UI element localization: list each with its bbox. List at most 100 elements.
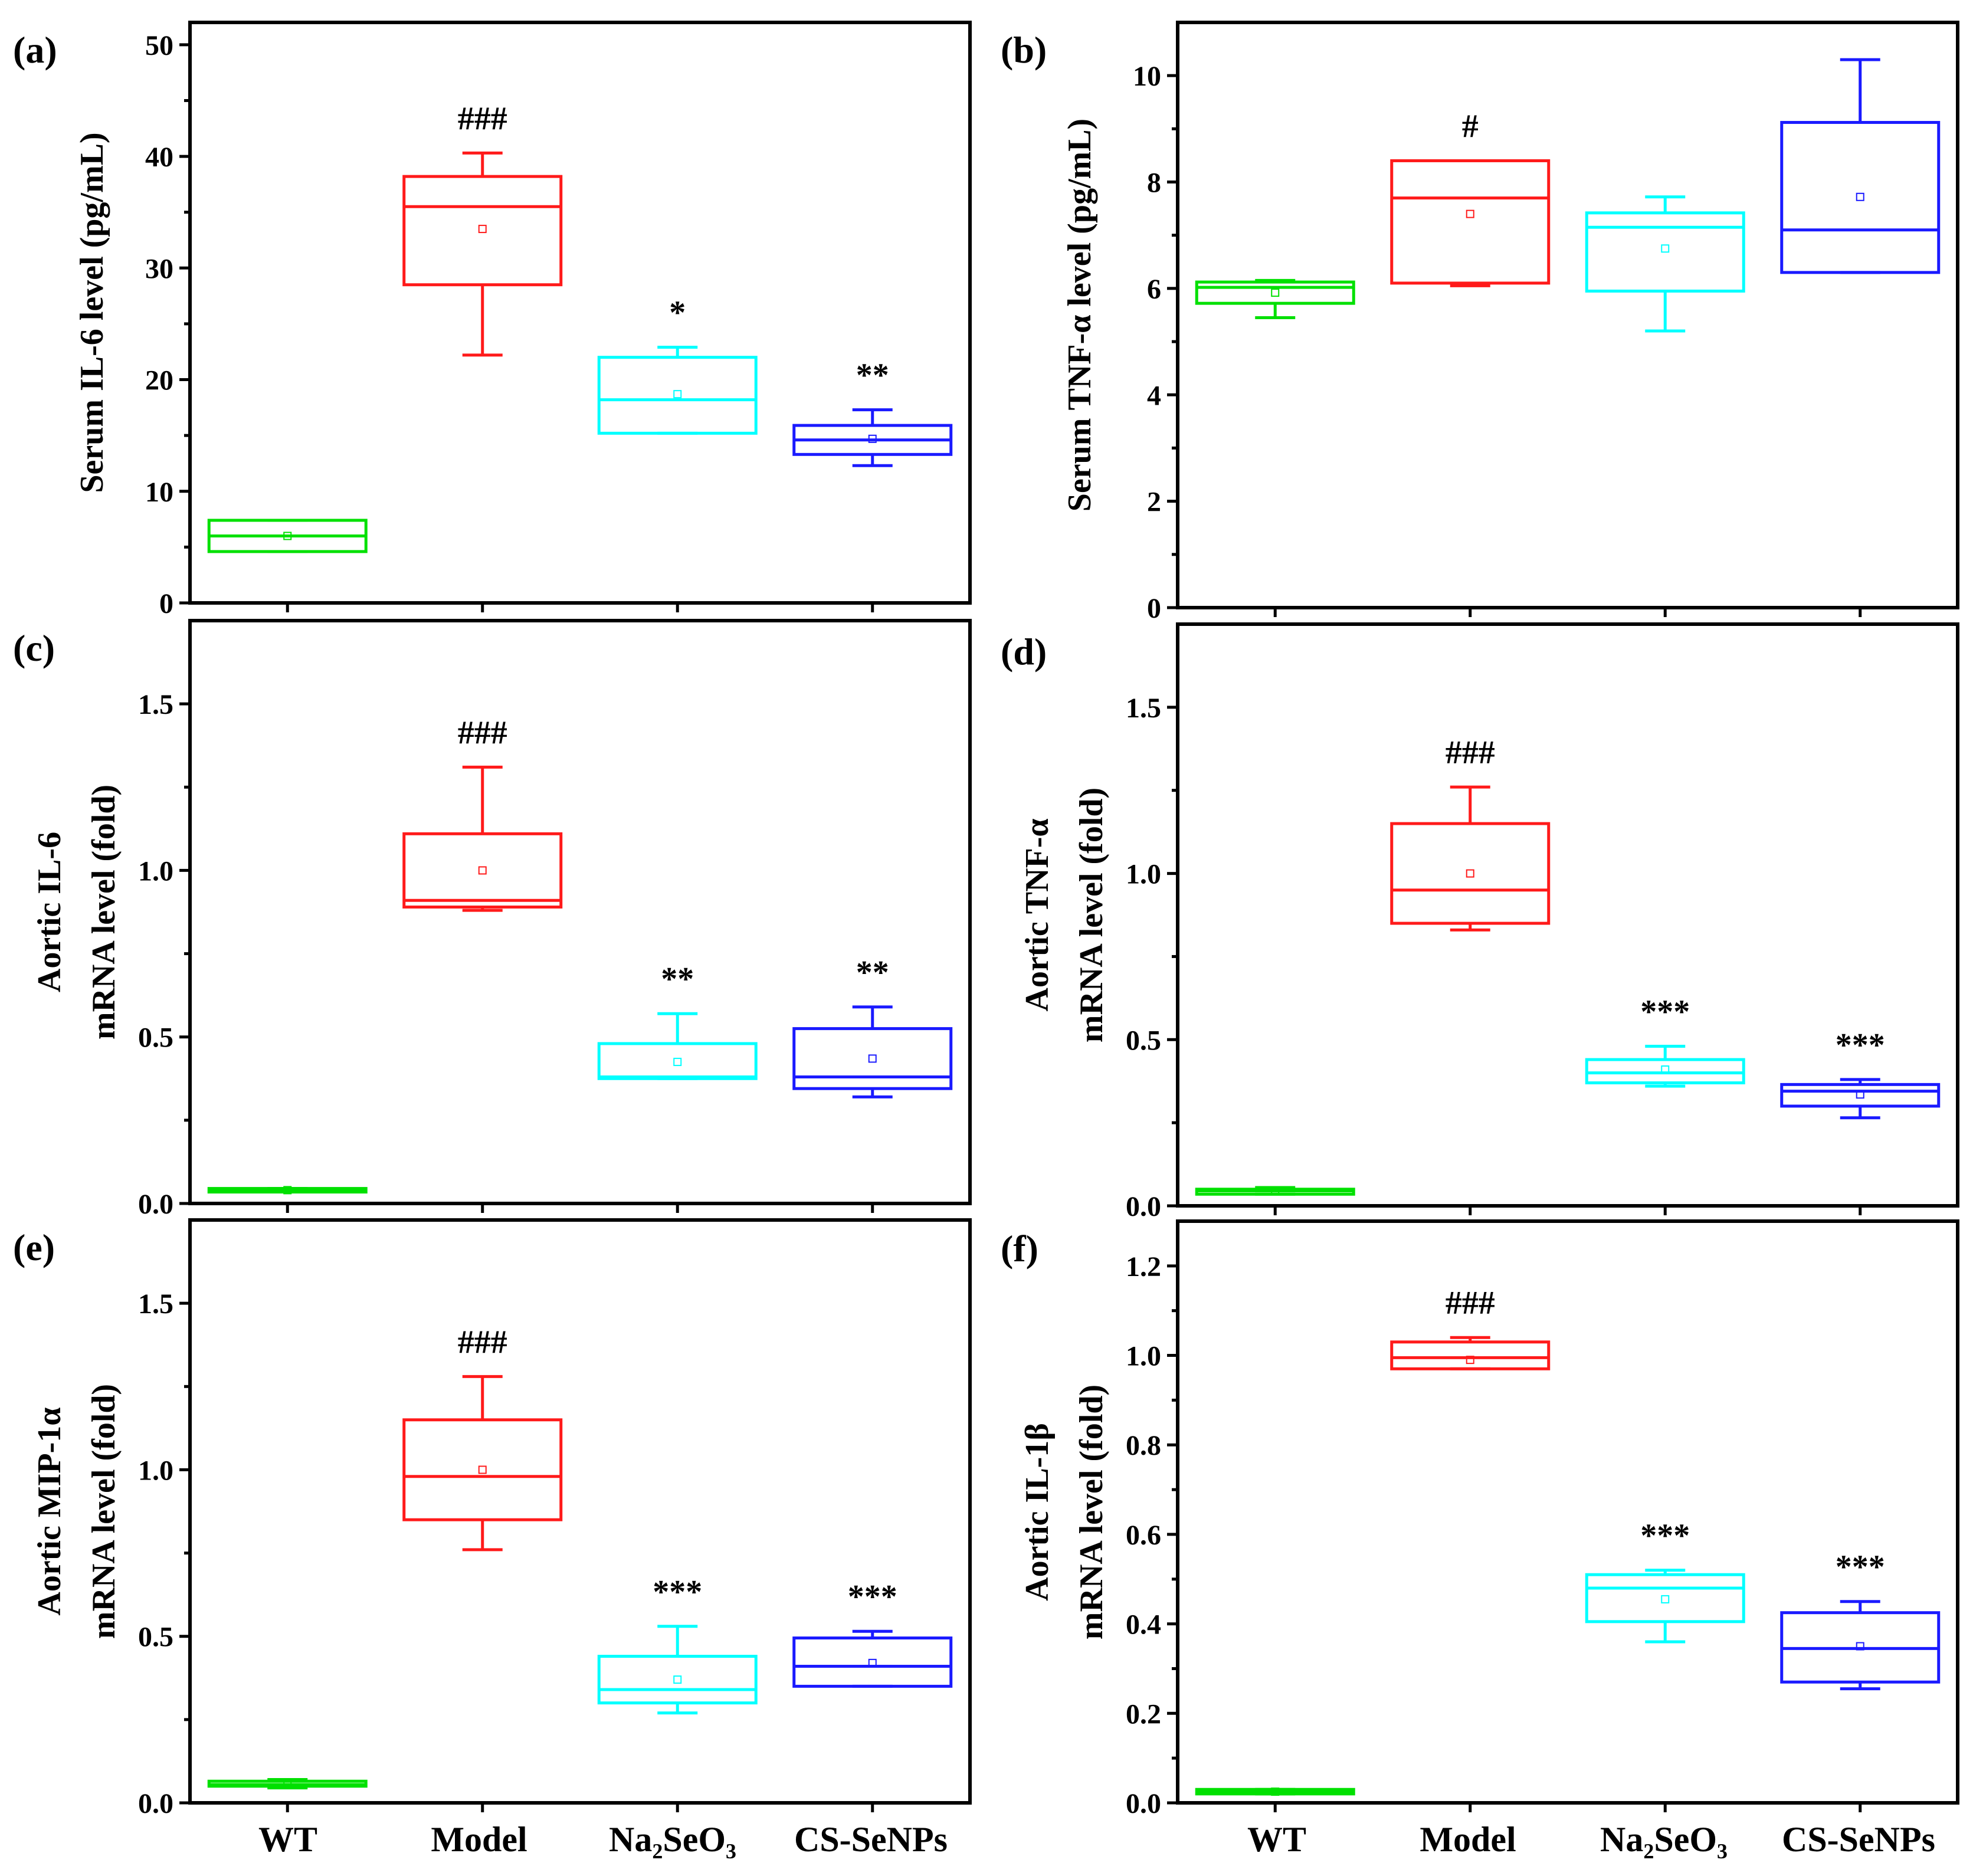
panel-b: 0 2 4 6 8 10 Serum TNF-α level (pg/mL) (b) # xyxy=(1001,21,1959,624)
panel-a-mean-0 xyxy=(283,532,292,540)
panel-d-box-cs-senps: *** xyxy=(1780,1027,1941,1120)
x-label-left-wt: WT xyxy=(258,1820,317,1859)
panel-a-significance-1: ### xyxy=(458,100,507,137)
panel-a-ytick-label-2: 20 xyxy=(145,365,173,396)
panel-c-mean-1 xyxy=(478,866,487,875)
panel-f-box-model: ### xyxy=(1390,1285,1551,1370)
panel-c-significance-1: ### xyxy=(458,714,507,751)
panel-c-frame xyxy=(188,619,972,1205)
panel-b-iqr-box-2 xyxy=(1585,211,1745,293)
panel-d-mean-3 xyxy=(1856,1090,1864,1099)
panel-f-box-na2seo3: *** xyxy=(1585,1518,1745,1644)
panel-e-iqr-box-3 xyxy=(792,1636,953,1688)
panel-f-ytick-label-1: 0.2 xyxy=(1126,1698,1161,1730)
panel-f-mean-3 xyxy=(1856,1642,1864,1651)
panel-a-box-model: ### xyxy=(402,100,563,357)
panel-f-mean-2 xyxy=(1661,1595,1670,1603)
panel-c-box-na2seo3: ** xyxy=(597,961,758,1080)
panel-a-ytick-label-1: 10 xyxy=(145,477,173,508)
panel-e-box-model: ### xyxy=(402,1324,563,1552)
panel-e-ylabel-line-1: mRNA level (fold) xyxy=(86,1384,122,1639)
panel-b-mean-2 xyxy=(1661,244,1670,253)
panel-e-significance-1: ### xyxy=(458,1324,507,1360)
panel-a-ytick-label-0: 0 xyxy=(159,588,173,619)
x-label-right-wt: WT xyxy=(1247,1820,1306,1859)
x-category-labels: WT Model Na₂SeO₃ CS-SeNPs WT Model Na₂Se… xyxy=(258,1820,1935,1859)
x-label-left-cs-senps: CS-SeNPs xyxy=(794,1820,948,1859)
panel-a: 0 10 20 30 40 50 Serum IL-6 level (pg/mL) (a) ##… xyxy=(13,21,972,619)
panel-d-iqr-box-3 xyxy=(1780,1083,1941,1108)
panel-e-ylabel-line-0: Aortic MIP-1α xyxy=(31,1407,68,1615)
panel-e-letter: (e) xyxy=(13,1226,55,1268)
panel-c-iqr-box-1 xyxy=(402,832,563,909)
panel-b-ytick-label-0: 0 xyxy=(1147,593,1161,624)
panel-c-ytick-label-0: 0.0 xyxy=(138,1189,173,1220)
panel-f-ytick-label-2: 0.4 xyxy=(1126,1609,1161,1641)
panel-e-mean-1 xyxy=(478,1465,487,1474)
panel-d-ytick-label-0: 0.0 xyxy=(1126,1191,1161,1222)
panel-e-mean-0 xyxy=(283,1779,292,1788)
panel-b-ytick-label-3: 6 xyxy=(1147,274,1161,305)
x-label-right-model: Model xyxy=(1420,1820,1516,1859)
panel-a-letter: (a) xyxy=(13,29,57,71)
panel-d: 0.0 0.5 1.0 1.5 Aortic TNF-α mRNA level (fold… xyxy=(1001,622,1959,1222)
panel-b-box-cs-senps xyxy=(1780,58,1941,274)
panel-d-ytick-label-2: 1.0 xyxy=(1126,859,1161,890)
panel-d-significance-3: *** xyxy=(1836,1027,1885,1064)
x-label-left-model: Model xyxy=(431,1820,527,1859)
panel-f-letter: (f) xyxy=(1001,1228,1038,1270)
panel-c-box-cs-senps: ** xyxy=(792,955,953,1098)
panel-d-box-model: ### xyxy=(1390,734,1551,932)
panel-f-iqr-box-1 xyxy=(1390,1340,1551,1370)
panel-e-ytick-label-0: 0.0 xyxy=(138,1788,173,1819)
panel-f-mean-0 xyxy=(1271,1788,1280,1796)
panel-d-mean-2 xyxy=(1661,1065,1670,1074)
panel-c-ytick-label-2: 1.0 xyxy=(138,855,173,887)
panel-e-iqr-box-2 xyxy=(597,1655,758,1705)
panel-b-box-wt xyxy=(1195,278,1355,320)
x-label-right-na2seo3: Na₂SeO₃ xyxy=(1600,1820,1728,1859)
panel-f-ytick-label-6: 1.2 xyxy=(1126,1251,1161,1283)
panel-d-significance-2: *** xyxy=(1640,994,1690,1031)
panel-e-box-cs-senps: *** xyxy=(792,1579,953,1688)
panel-b-ytick-label-4: 8 xyxy=(1147,168,1161,199)
panel-f-box-wt xyxy=(1195,1788,1355,1796)
panel-a-box-cs-senps: ** xyxy=(792,358,953,467)
panel-f-significance-1: ### xyxy=(1446,1285,1495,1321)
panel-e-mean-2 xyxy=(673,1675,682,1684)
panel-e-iqr-box-1 xyxy=(402,1418,563,1521)
panel-e-frame xyxy=(188,1218,972,1805)
panel-c-ytick-label-1: 0.5 xyxy=(138,1022,173,1054)
panel-c-mean-2 xyxy=(673,1058,682,1067)
panel-f-significance-2: *** xyxy=(1640,1518,1690,1554)
panel-e-significance-3: *** xyxy=(848,1579,897,1615)
panel-a-ytick-label-5: 50 xyxy=(145,30,173,61)
panel-d-box-na2seo3: *** xyxy=(1585,994,1745,1088)
panel-c-ytick-label-3: 1.5 xyxy=(138,689,173,720)
panel-c-iqr-box-3 xyxy=(792,1027,953,1090)
panel-e-ytick-label-3: 1.5 xyxy=(138,1288,173,1320)
panel-a-ylabel-line-0: Serum IL-6 level (pg/mL) xyxy=(74,132,110,493)
panel-a-significance-3: ** xyxy=(856,358,889,394)
panel-b-mean-3 xyxy=(1856,192,1864,201)
panel-b-frame xyxy=(1176,21,1959,609)
x-label-right-cs-senps: CS-SeNPs xyxy=(1782,1820,1935,1859)
x-label-left-na2seo3: Na₂SeO₃ xyxy=(609,1820,736,1859)
panel-d-iqr-box-1 xyxy=(1390,822,1551,925)
panel-f-mean-1 xyxy=(1466,1356,1474,1365)
panel-b-letter: (b) xyxy=(1001,29,1047,71)
panel-c-mean-3 xyxy=(868,1054,877,1063)
panel-d-letter: (d) xyxy=(1001,631,1047,673)
panel-f-box-cs-senps: *** xyxy=(1780,1549,1941,1691)
panel-a-mean-2 xyxy=(673,390,682,399)
panel-c-box-model: ### xyxy=(402,714,563,912)
panel-a-box-wt xyxy=(207,519,368,553)
panel-f-ytick-label-3: 0.6 xyxy=(1126,1520,1161,1551)
panel-e-ytick-label-1: 0.5 xyxy=(138,1622,173,1653)
panel-a-ytick-label-4: 40 xyxy=(145,142,173,173)
panel-a-iqr-box-2 xyxy=(597,356,758,435)
panel-b-iqr-box-3 xyxy=(1780,121,1941,274)
panel-e: 0.0 0.5 1.0 1.5 Aortic MIP-1α mRNA level (fol… xyxy=(13,1218,972,1819)
panel-c-significance-3: ** xyxy=(856,955,889,991)
